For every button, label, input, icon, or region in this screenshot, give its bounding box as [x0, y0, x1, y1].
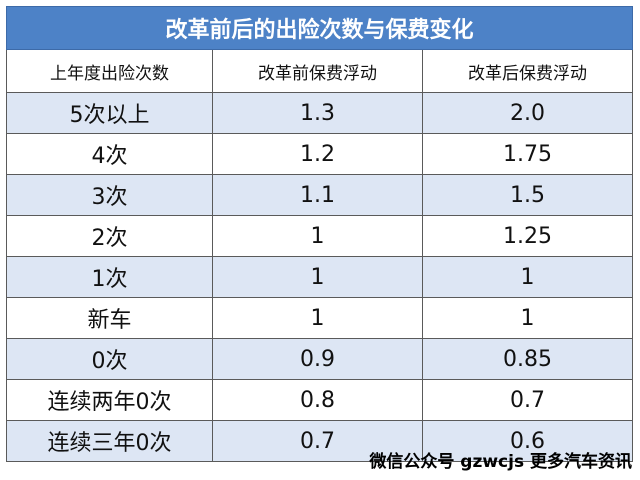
- table-title-row: 改革前后的出险次数与保费变化: [5, 6, 634, 50]
- before-reform-cell: 1: [212, 297, 423, 339]
- before-reform-cell: 0.8: [212, 379, 423, 421]
- claims-count-cell: 4次: [6, 133, 213, 175]
- before-reform-cell: 1.2: [212, 133, 423, 175]
- table-row: 2次 1 1.25: [6, 215, 634, 257]
- claims-count-cell: 新车: [6, 297, 213, 339]
- table-row: 4次 1.2 1.75: [6, 133, 634, 175]
- table-row: 连续三年0次 0.7 0.6: [6, 420, 634, 462]
- claims-count-cell: 5次以上: [6, 92, 213, 134]
- table-body: 5次以上 1.3 2.0 4次 1.2 1.75 3次 1.1 1.5 2次 1…: [6, 92, 634, 462]
- table-row: 连续两年0次 0.8 0.7: [6, 379, 634, 421]
- before-reform-cell: 1.3: [212, 92, 423, 134]
- table-header-row: 上年度出险次数 改革前保费浮动 改革后保费浮动: [6, 49, 634, 93]
- after-reform-cell: 1: [421, 297, 634, 339]
- after-reform-cell: 1: [421, 256, 634, 298]
- table-row: 5次以上 1.3 2.0: [6, 92, 634, 134]
- table-row: 3次 1.1 1.5: [6, 174, 634, 216]
- column-header-before-reform: 改革前保费浮动: [212, 49, 423, 93]
- before-reform-cell: 0.7: [212, 420, 423, 462]
- claims-count-cell: 3次: [6, 174, 213, 216]
- claims-count-cell: 连续三年0次: [6, 420, 213, 462]
- claims-count-cell: 1次: [6, 256, 213, 298]
- premium-change-table: 改革前后的出险次数与保费变化 上年度出险次数 改革前保费浮动 改革后保费浮动 5…: [5, 6, 634, 462]
- after-reform-cell: 0.7: [421, 379, 634, 421]
- claims-count-cell: 0次: [6, 338, 213, 380]
- after-reform-cell: 1.25: [421, 215, 634, 257]
- claims-count-cell: 连续两年0次: [6, 379, 213, 421]
- premium-change-table-container: 改革前后的出险次数与保费变化 上年度出险次数 改革前保费浮动 改革后保费浮动 5…: [5, 6, 634, 462]
- table-row: 新车 1 1: [6, 297, 634, 339]
- before-reform-cell: 1: [212, 256, 423, 298]
- after-reform-cell: 1.5: [421, 174, 634, 216]
- after-reform-cell: 0.6: [421, 420, 634, 462]
- table-row: 1次 1 1: [6, 256, 634, 298]
- table-title: 改革前后的出险次数与保费变化: [5, 6, 634, 50]
- after-reform-cell: 2.0: [421, 92, 634, 134]
- claims-count-cell: 2次: [6, 215, 213, 257]
- after-reform-cell: 0.85: [421, 338, 634, 380]
- before-reform-cell: 0.9: [212, 338, 423, 380]
- wechat-footer-caption: 微信公众号 gzwcjs 更多汽车资讯: [369, 452, 632, 472]
- column-header-after-reform: 改革后保费浮动: [421, 49, 634, 93]
- column-header-claims-count: 上年度出险次数: [6, 49, 213, 93]
- before-reform-cell: 1.1: [212, 174, 423, 216]
- before-reform-cell: 1: [212, 215, 423, 257]
- after-reform-cell: 1.75: [421, 133, 634, 175]
- table-row: 0次 0.9 0.85: [6, 338, 634, 380]
